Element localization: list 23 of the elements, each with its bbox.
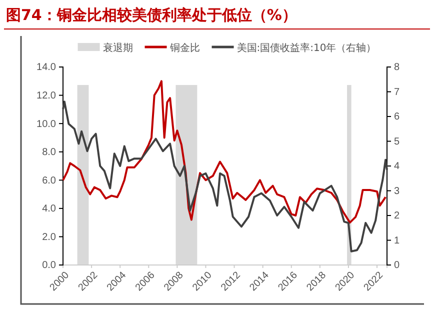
y2-tick-label: 7	[394, 86, 400, 98]
y-tick-label: 0.0	[42, 260, 56, 272]
line-series	[62, 100, 388, 252]
y2-tick-label: 4	[394, 161, 400, 172]
legend-label: 铜金比	[168, 42, 200, 54]
chart-title: 图74：铜金比相较美债利率处于低位（%）	[6, 6, 297, 24]
y-tick-label: 4.0	[42, 204, 56, 215]
y-tick-label: 10.0	[36, 118, 56, 130]
y2-tick-label: 6	[394, 112, 400, 123]
legend-label: 美国:国债收益率:10年（右轴）	[236, 42, 376, 54]
y-tick-label: 2.0	[42, 232, 56, 243]
y2-tick-label: 0	[394, 260, 400, 272]
y2-tick-label: 2	[394, 210, 400, 222]
legend-label: 衰退期	[102, 42, 133, 54]
y2-tick-label: 8	[394, 62, 400, 74]
y-tick-label: 8.0	[42, 147, 56, 158]
y2-tick-label: 5	[394, 136, 400, 148]
line-series	[62, 80, 387, 224]
y-tick-label: 14.0	[36, 62, 56, 74]
y-tick-label: 6.0	[42, 175, 56, 186]
y2-tick-label: 1	[394, 235, 400, 246]
y-tick-label: 12.0	[36, 90, 56, 102]
y2-tick-label: 3	[394, 186, 400, 197]
